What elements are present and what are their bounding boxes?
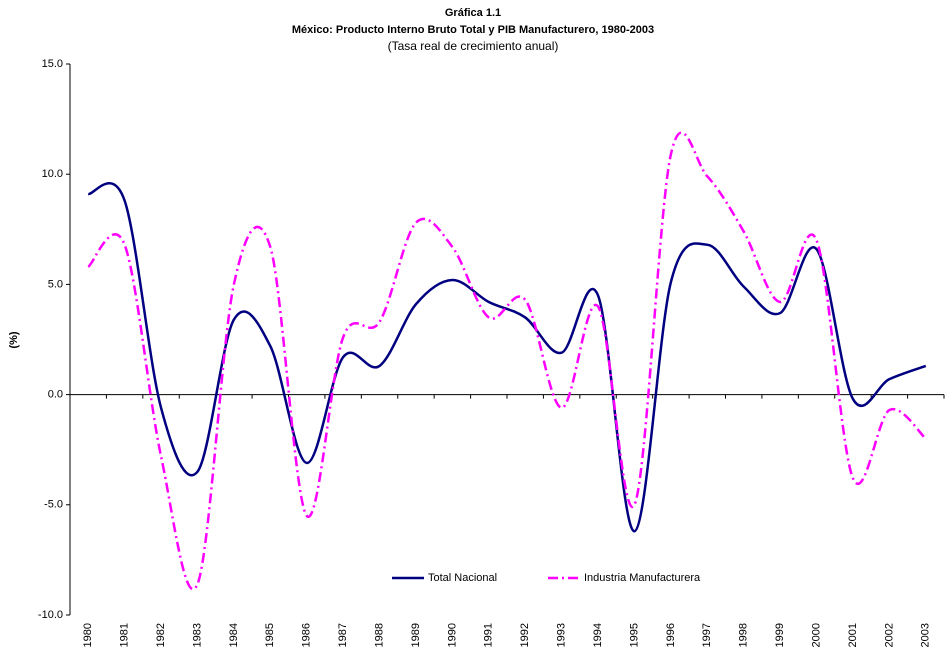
x-tick-label: 2003 [920,623,932,647]
x-tick-label: 1995 [628,623,640,647]
y-tick-label: -10.0 [38,609,63,621]
y-tick-label: 0.0 [48,389,63,401]
x-tick-label: 1989 [410,623,422,647]
x-tick-label: 2001 [847,623,859,647]
x-tick-label: 1987 [337,623,349,647]
chart-title: Gráfica 1.1 [445,7,501,19]
x-tick-label: 1992 [519,623,531,647]
x-tick-label: 1990 [446,623,458,647]
x-tick-label: 1986 [301,623,313,647]
x-tick-label: 1997 [701,623,713,647]
x-tick-label: 1983 [191,623,203,647]
x-tick-label: 1980 [82,623,94,647]
x-tick-label: 1996 [665,623,677,647]
x-tick-label: 1988 [373,623,385,647]
y-tick-label: 5.0 [48,278,63,290]
x-tick-label: 2000 [810,623,822,647]
y-tick-label: 15.0 [42,58,63,70]
x-tick-label: 1993 [556,623,568,647]
chart-subtitle: México: Producto Interno Bruto Total y P… [292,24,654,36]
series-line [87,131,927,591]
legend-label: Total Nacional [428,572,497,584]
x-tick-label: 1985 [264,623,276,647]
x-tick-label: 2002 [883,623,895,647]
series-line [87,182,927,533]
x-tick-label: 1981 [119,623,131,647]
y-tick-label: 10.0 [42,168,63,180]
x-tick-label: 1999 [774,623,786,647]
x-tick-label: 1982 [155,623,167,647]
x-tick-label: 1998 [738,623,750,647]
x-tick-label: 1994 [592,623,604,647]
x-tick-label: 1991 [483,623,495,647]
y-axis-label: (%) [8,331,20,348]
x-tick-label: 1984 [228,623,240,647]
legend-label: Industria Manufacturera [584,572,701,584]
y-tick-label: -5.0 [44,499,63,511]
chart-note: (Tasa real de crecimiento anual) [388,39,559,53]
